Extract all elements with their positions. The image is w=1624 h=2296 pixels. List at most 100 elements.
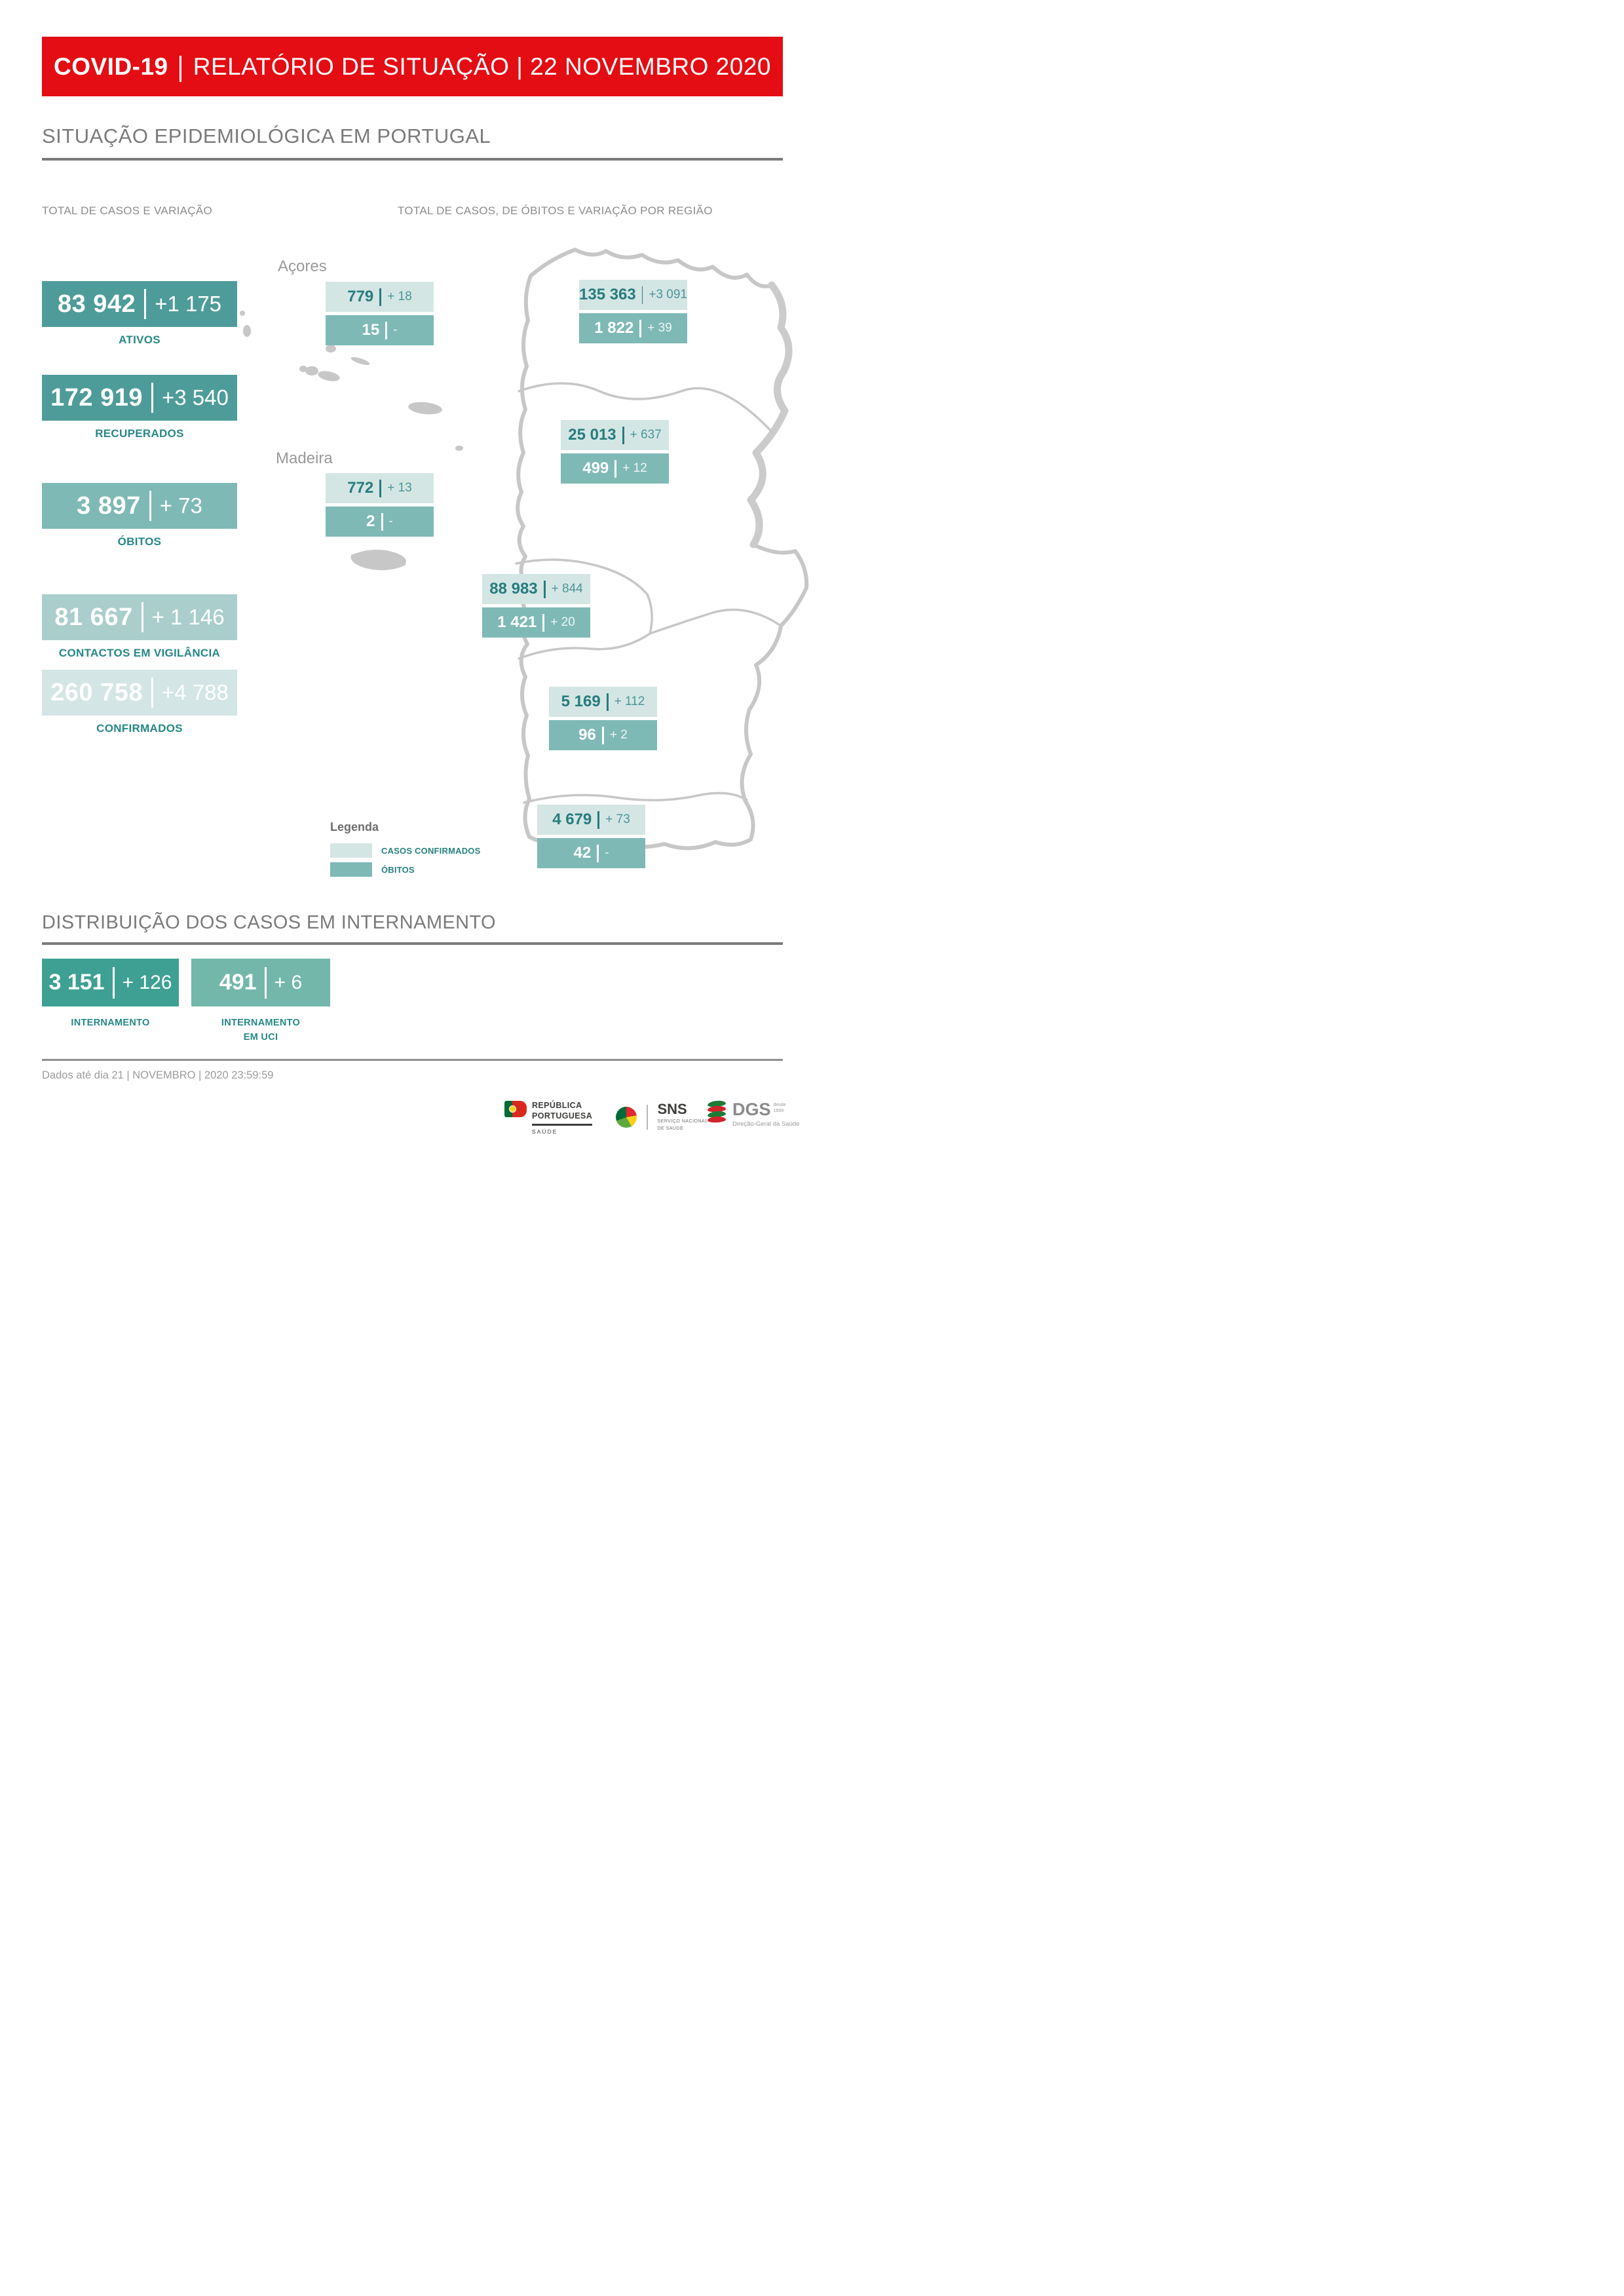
dgs-emblem-icon	[707, 1100, 727, 1123]
madeira-cases-value: 772	[347, 479, 374, 497]
alentejo-deaths-box: 96 + 2	[549, 720, 657, 750]
portugal-region-map	[240, 248, 809, 851]
border-centro-alentejo	[649, 608, 782, 635]
internamento-uci-label-line1: INTERNAMENTO	[221, 1018, 301, 1028]
legend-title: Legenda	[330, 820, 379, 833]
page-title: SITUAÇÃO EPIDEMIOLÓGICA EM PORTUGAL	[42, 124, 491, 147]
rp-underline	[532, 1124, 592, 1126]
algarve-deaths-delta: -	[605, 846, 609, 860]
dgs-since-word: desde	[773, 1103, 786, 1107]
rp-title-line2: PORTUGUESA	[532, 1111, 593, 1120]
sns-logo: SNS SERVIÇO NACIONAL DE SAÚDE	[616, 1102, 708, 1132]
contactos-value: 81 667	[54, 603, 133, 631]
alentejo-deaths-delta: + 2	[609, 728, 628, 742]
region-label-madeira: Madeira	[276, 450, 333, 467]
dgs-since-year: 1899	[773, 1109, 784, 1114]
norte-deaths-delta: + 39	[647, 321, 672, 335]
algarve-deaths-box: 42-	[537, 838, 645, 868]
recuperados-box: 172 919 +3 540	[42, 375, 237, 421]
dgs-since: desde 1899	[774, 1102, 786, 1114]
alentejo-deaths-value: 96	[578, 726, 596, 744]
legend-deaths-label: ÓBITOS	[381, 865, 415, 875]
rp-title-line1: REPÚBLICA	[532, 1101, 582, 1110]
centro-deaths-box: 499 + 12	[561, 453, 669, 484]
internamento-delta: + 126	[122, 971, 172, 993]
internamento-uci-label: INTERNAMENTO EM UCI	[191, 1016, 330, 1045]
acores-deaths-value: 15	[362, 321, 380, 339]
banner-subtitle: RELATÓRIO DE SITUAÇÃO | 22 NOVEMBRO 2020	[193, 52, 771, 80]
acores-cases-delta: + 18	[387, 290, 412, 303]
ativos-box: 83 942 +1 175	[42, 281, 237, 327]
norte-deaths-value: 1 822	[594, 319, 634, 337]
lvt-deaths-box: 1 421 + 20	[482, 607, 590, 638]
contactos-box: 81 667 + 1 146	[42, 594, 237, 640]
ativos-value: 83 942	[57, 290, 136, 318]
footer-divider	[42, 1059, 783, 1061]
internamento-box: 3 151 + 126	[42, 959, 179, 1006]
internment-divider	[42, 942, 783, 945]
sns-abbr: SNS	[657, 1101, 687, 1117]
madeira-deaths-value: 2	[366, 512, 375, 530]
border-centro-lvt	[515, 558, 653, 635]
lvt-cases-value: 88 983	[489, 580, 538, 598]
legend-deaths-swatch	[330, 862, 372, 877]
banner-separator: |	[177, 50, 184, 82]
lvt-cases-box: 88 983 + 844	[482, 574, 590, 604]
recuperados-value: 172 919	[50, 383, 143, 411]
confirmados-delta: +4 788	[162, 680, 229, 704]
algarve-cases-delta: + 73	[605, 813, 630, 826]
alentejo-cases-box: 5 169 + 112	[549, 687, 657, 717]
right-column-header: TOTAL DE CASOS, DE ÓBITOS E VARIAÇÃO POR…	[398, 204, 713, 217]
border-norte-centro	[518, 382, 774, 434]
internamento-label: INTERNAMENTO	[71, 1018, 150, 1028]
ativos-label: ATIVOS	[119, 334, 161, 346]
norte-cases-box: 135 363 +3 091	[579, 280, 687, 310]
madeira-deaths-box: 2-	[326, 507, 434, 537]
acores-deaths-delta: -	[393, 323, 398, 337]
contactos-label: CONTACTOS EM VIGILÂNCIA	[58, 647, 221, 659]
lvt-cases-delta: + 844	[551, 582, 583, 596]
report-title-banner: COVID-19 | RELATÓRIO DE SITUAÇÃO | 22 NO…	[42, 37, 783, 96]
internamento-uci-label-line2: EM UCI	[243, 1032, 278, 1043]
algarve-cases-value: 4 679	[552, 811, 592, 828]
alentejo-cases-delta: + 112	[614, 695, 645, 708]
region-label-acores: Açores	[278, 258, 327, 275]
sns-divider	[647, 1105, 648, 1130]
algarve-deaths-value: 42	[573, 844, 592, 862]
obitos-value: 3 897	[77, 491, 141, 520]
sns-subtitle-line2: DE SAÚDE	[657, 1126, 684, 1131]
madeira-deaths-delta: -	[388, 514, 393, 528]
portugal-flag-icon	[504, 1101, 527, 1117]
confirmados-box: 260 758 +4 788	[42, 670, 237, 716]
acores-cases-box: 779 + 18	[326, 282, 434, 312]
centro-cases-value: 25 013	[568, 426, 616, 444]
acores-cases-value: 779	[347, 288, 374, 305]
recuperados-delta: +3 540	[162, 385, 229, 410]
lvt-deaths-value: 1 421	[497, 613, 537, 631]
rp-subtitle: SAÚDE	[532, 1128, 558, 1135]
madeira-cases-delta: + 13	[387, 481, 412, 495]
internment-section-title: DISTRIBUIÇÃO DOS CASOS EM INTERNAMENTO	[42, 912, 497, 933]
contactos-delta: + 1 146	[151, 605, 225, 629]
obitos-delta: + 73	[159, 493, 202, 518]
obitos-label: ÓBITOS	[117, 535, 162, 548]
internamento-uci-box: 491 + 6	[191, 959, 330, 1006]
border-alentejo-algarve	[523, 792, 748, 804]
legend-confirmed-label: CASOS CONFIRMADOS	[381, 846, 481, 856]
left-column-header: TOTAL DE CASOS E VARIAÇÃO	[42, 204, 213, 217]
dgs-abbr: DGS	[732, 1100, 771, 1119]
obitos-box: 3 897 + 73	[42, 483, 237, 529]
algarve-cases-box: 4 679 + 73	[537, 805, 645, 835]
sns-subtitle-line1: SERVIÇO NACIONAL	[657, 1119, 708, 1124]
centro-deaths-value: 499	[582, 459, 609, 477]
madeira-cases-box: 772 + 13	[326, 473, 434, 503]
norte-cases-value: 135 363	[579, 286, 636, 303]
centro-cases-delta: + 637	[630, 428, 662, 442]
title-divider	[42, 158, 783, 161]
internamento-value: 3 151	[48, 970, 105, 995]
sns-subtitle: SERVIÇO NACIONAL DE SAÚDE	[658, 1119, 708, 1132]
confirmados-value: 260 758	[50, 678, 143, 706]
norte-deaths-box: 1 822 + 39	[579, 313, 687, 343]
alentejo-cases-value: 5 169	[561, 693, 601, 710]
ativos-delta: +1 175	[155, 292, 222, 316]
